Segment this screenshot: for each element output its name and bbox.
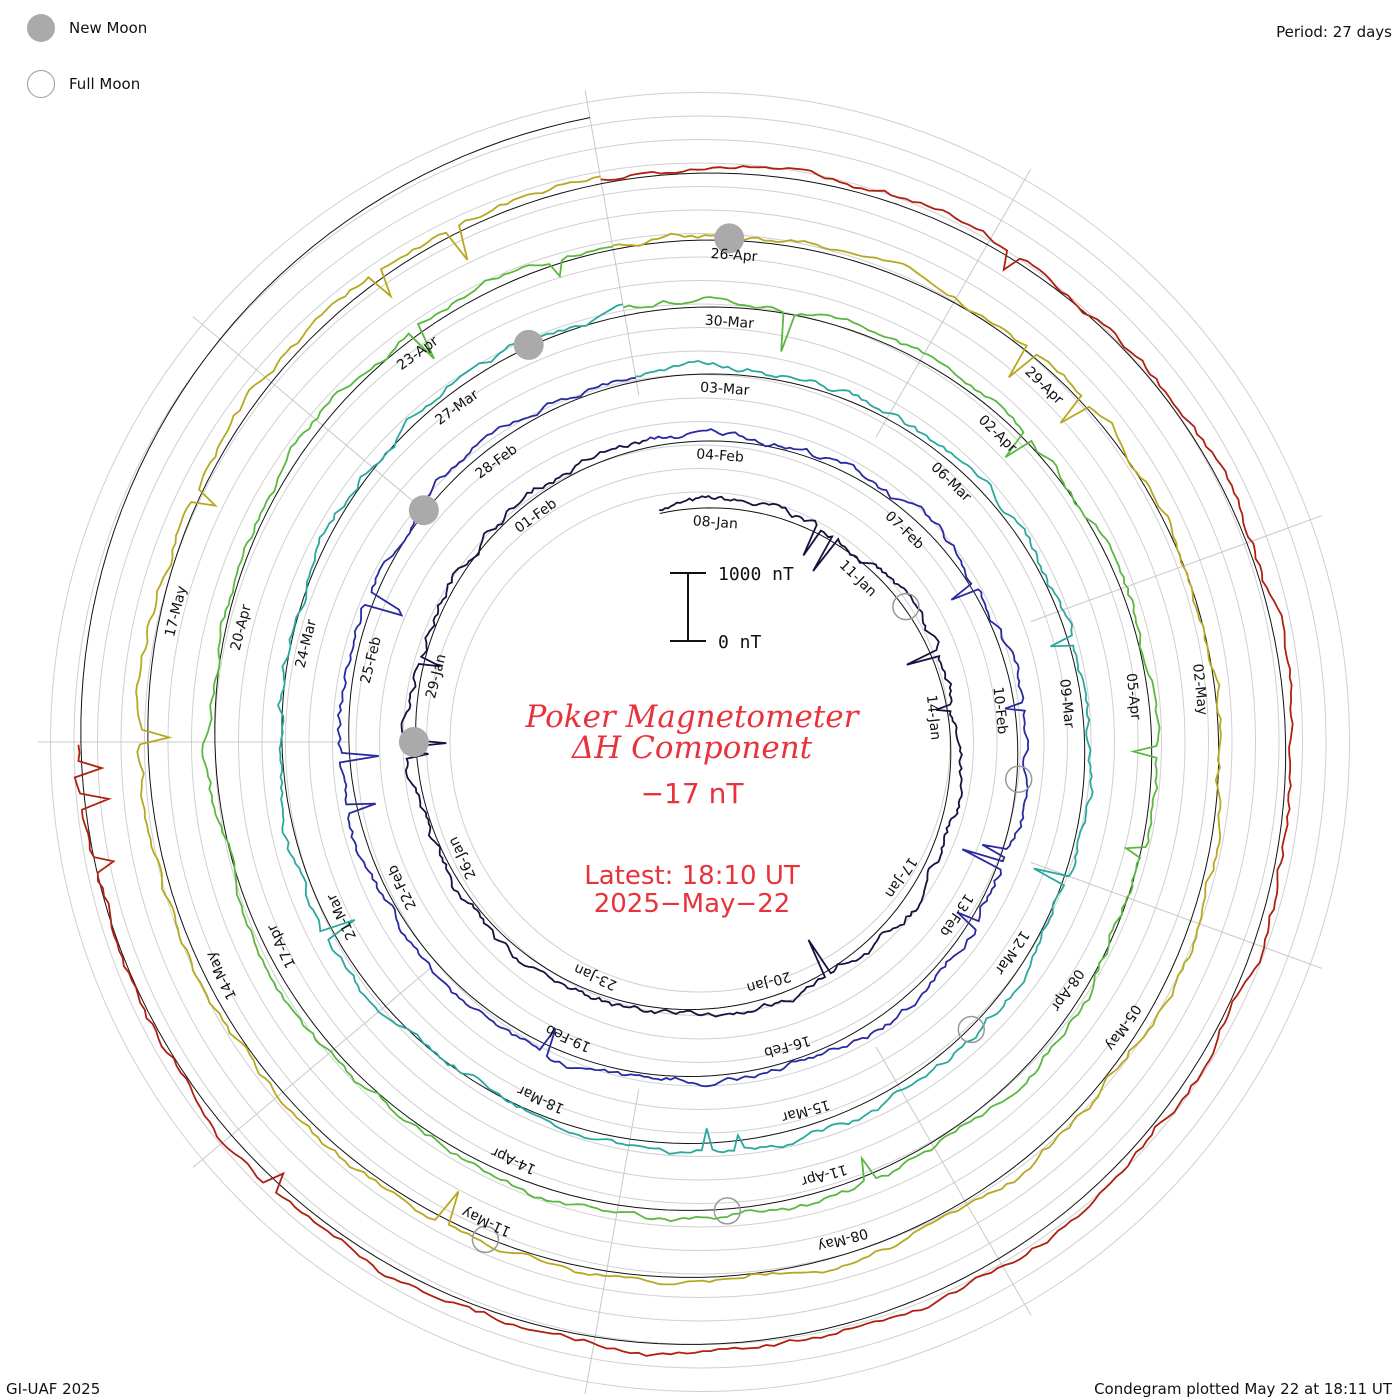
legend-new-moon-label: New Moon	[69, 19, 148, 37]
grid-spoke	[584, 89, 640, 396]
footer-plotted-time: Condegram plotted May 22 at 18:11 UT	[1094, 1380, 1392, 1398]
date-label: 24-Mar	[293, 618, 321, 670]
full-moon-marker	[957, 1015, 986, 1044]
new-moon-marker	[513, 329, 544, 360]
scale-bar-bottom-label: 0 nT	[718, 632, 762, 653]
date-label: 07-Feb	[882, 508, 927, 553]
baseline-spiral	[80, 117, 1287, 1345]
date-label: 23-Apr	[394, 333, 441, 374]
series-trace-5	[135, 175, 1222, 1286]
grid-spoke	[1030, 515, 1323, 623]
date-label: 03-Mar	[700, 380, 751, 399]
date-label: 18-Mar	[515, 1082, 567, 1117]
date-label: 21-Mar	[324, 891, 360, 943]
full-moon-marker	[471, 1225, 500, 1254]
date-label: 08-May	[815, 1224, 869, 1254]
legend-full-moon: Full Moon	[27, 70, 140, 98]
date-label: 29-Apr	[1022, 364, 1067, 408]
baseline-spiral-path	[80, 117, 1287, 1345]
new-moon-icon	[27, 14, 55, 42]
full-moon-marker	[713, 1197, 742, 1225]
date-label: 26-Apr	[710, 246, 758, 265]
chart-title-line2: ΔH Component	[571, 730, 813, 766]
series-trace-2	[336, 376, 1030, 1088]
date-label: 30-Mar	[704, 313, 755, 332]
period-label: Period: 27 days	[1276, 23, 1392, 41]
footer-credit: GI-UAF 2025	[6, 1380, 101, 1398]
full-moon-icon	[27, 70, 55, 98]
date-label: 20-Apr	[228, 603, 255, 652]
date-label: 10-Feb	[989, 686, 1010, 735]
latest-time: Latest: 18:10 UT	[584, 861, 800, 891]
date-label: 14-May	[203, 949, 240, 1003]
date-label: 14-Apr	[489, 1143, 538, 1177]
new-moon-marker	[714, 223, 745, 254]
date-label: 06-Mar	[928, 459, 975, 505]
date-label: 14-Jan	[923, 694, 944, 741]
legend-new-moon: New Moon	[27, 14, 147, 42]
full-moon-marker	[892, 592, 920, 621]
date-label: 01-Feb	[512, 496, 560, 537]
scale-bar-top-label: 1000 nT	[718, 564, 794, 585]
grid-spoke	[192, 316, 431, 517]
grid-ring	[449, 491, 951, 993]
series-trace-1	[400, 439, 963, 1018]
date-label: 04-Feb	[696, 446, 745, 465]
chart-title-line1: Poker Magnetometer	[525, 699, 861, 735]
new-moon-marker	[398, 727, 429, 757]
date-label: 17-Jan	[881, 854, 920, 900]
date-label: 08-Apr	[1047, 966, 1087, 1014]
current-value: −17 nT	[641, 777, 745, 810]
series-trace-3	[277, 303, 1094, 1155]
full-moon-marker	[1004, 765, 1033, 793]
series-traces	[73, 165, 1294, 1357]
polar-grid	[38, 89, 1350, 1395]
date-label: 08-Jan	[692, 513, 738, 532]
date-label: 17-May	[162, 584, 190, 638]
date-label: 09-Mar	[1056, 678, 1077, 729]
date-label: 25-Feb	[358, 635, 385, 685]
grid-ring	[379, 421, 1021, 1063]
series-trace-4	[201, 245, 1161, 1223]
series-trace-6	[73, 165, 1294, 1357]
date-label: 19-Feb	[543, 1021, 593, 1055]
legend-full-moon-label: Full Moon	[69, 75, 141, 93]
date-label: 05-Apr	[1123, 672, 1144, 720]
grid-spoke	[875, 1046, 1032, 1316]
date-label: 17-Apr	[264, 921, 299, 970]
scale-bar: 1000 nT 0 nT	[670, 564, 794, 653]
date-label: 02-May	[1189, 663, 1210, 716]
moon-markers	[398, 223, 1033, 1254]
latest-date: 2025−May−22	[594, 889, 791, 919]
date-label: 23-Jan	[572, 960, 620, 993]
date-label: 12-Mar	[991, 927, 1032, 977]
grid-spoke	[192, 967, 431, 1168]
grid-spoke	[1030, 861, 1323, 969]
new-moon-marker	[408, 495, 439, 526]
